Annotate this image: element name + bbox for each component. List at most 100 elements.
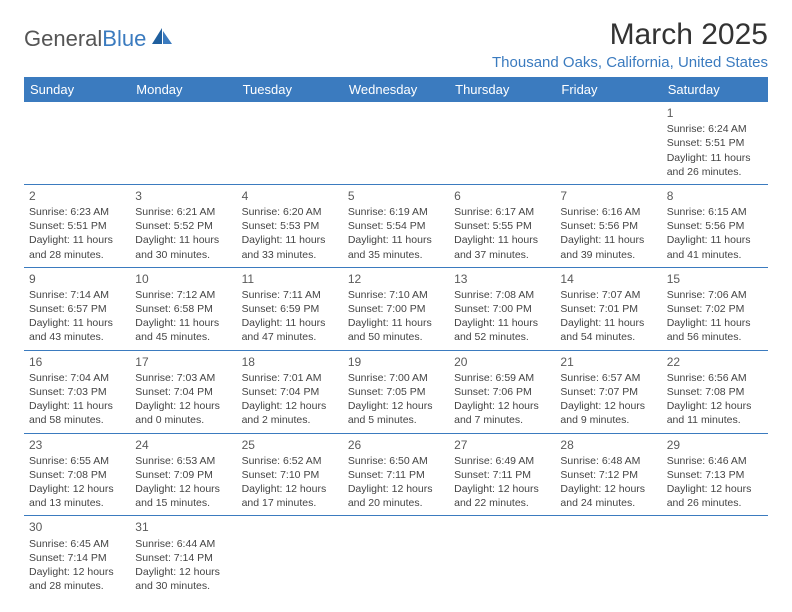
daylight-text: and 47 minutes. — [242, 330, 338, 344]
calendar-cell: 10Sunrise: 7:12 AMSunset: 6:58 PMDayligh… — [130, 267, 236, 350]
daylight-text: and 37 minutes. — [454, 248, 550, 262]
daylight-text: and 5 minutes. — [348, 413, 444, 427]
daylight-text: Daylight: 12 hours — [348, 399, 444, 413]
daylight-text: and 30 minutes. — [135, 579, 231, 593]
day-number: 5 — [348, 188, 444, 204]
day-number: 15 — [667, 271, 763, 287]
day-number: 13 — [454, 271, 550, 287]
sunset-text: Sunset: 6:57 PM — [29, 302, 125, 316]
sunrise-text: Sunrise: 6:19 AM — [348, 205, 444, 219]
sunset-text: Sunset: 5:56 PM — [667, 219, 763, 233]
daylight-text: and 2 minutes. — [242, 413, 338, 427]
daylight-text: Daylight: 11 hours — [667, 233, 763, 247]
calendar-row: 23Sunrise: 6:55 AMSunset: 7:08 PMDayligh… — [24, 433, 768, 516]
sunrise-text: Sunrise: 6:48 AM — [560, 454, 656, 468]
daylight-text: and 35 minutes. — [348, 248, 444, 262]
weekday-header: Wednesday — [343, 77, 449, 102]
sunrise-text: Sunrise: 7:10 AM — [348, 288, 444, 302]
calendar-cell — [237, 516, 343, 598]
daylight-text: and 20 minutes. — [348, 496, 444, 510]
daylight-text: and 0 minutes. — [135, 413, 231, 427]
day-number: 14 — [560, 271, 656, 287]
calendar-cell: 6Sunrise: 6:17 AMSunset: 5:55 PMDaylight… — [449, 184, 555, 267]
calendar-cell: 23Sunrise: 6:55 AMSunset: 7:08 PMDayligh… — [24, 433, 130, 516]
calendar-row: 9Sunrise: 7:14 AMSunset: 6:57 PMDaylight… — [24, 267, 768, 350]
sunset-text: Sunset: 7:00 PM — [454, 302, 550, 316]
sunset-text: Sunset: 7:04 PM — [242, 385, 338, 399]
daylight-text: and 22 minutes. — [454, 496, 550, 510]
calendar-cell: 15Sunrise: 7:06 AMSunset: 7:02 PMDayligh… — [662, 267, 768, 350]
logo-text-1: General — [24, 26, 102, 52]
sunrise-text: Sunrise: 6:53 AM — [135, 454, 231, 468]
sunset-text: Sunset: 5:52 PM — [135, 219, 231, 233]
sunrise-text: Sunrise: 7:14 AM — [29, 288, 125, 302]
daylight-text: and 28 minutes. — [29, 248, 125, 262]
calendar-cell — [130, 102, 236, 184]
calendar-cell: 7Sunrise: 6:16 AMSunset: 5:56 PMDaylight… — [555, 184, 661, 267]
sunrise-text: Sunrise: 6:17 AM — [454, 205, 550, 219]
calendar-cell: 11Sunrise: 7:11 AMSunset: 6:59 PMDayligh… — [237, 267, 343, 350]
sunset-text: Sunset: 7:14 PM — [29, 551, 125, 565]
sunrise-text: Sunrise: 6:23 AM — [29, 205, 125, 219]
day-number: 26 — [348, 437, 444, 453]
day-number: 1 — [667, 105, 763, 121]
day-number: 4 — [242, 188, 338, 204]
daylight-text: and 39 minutes. — [560, 248, 656, 262]
sunrise-text: Sunrise: 6:52 AM — [242, 454, 338, 468]
daylight-text: Daylight: 11 hours — [242, 316, 338, 330]
sunset-text: Sunset: 7:01 PM — [560, 302, 656, 316]
daylight-text: Daylight: 12 hours — [560, 482, 656, 496]
calendar-cell — [343, 102, 449, 184]
page-title: March 2025 — [492, 18, 768, 52]
day-number: 22 — [667, 354, 763, 370]
day-number: 12 — [348, 271, 444, 287]
weekday-header: Tuesday — [237, 77, 343, 102]
calendar-cell: 8Sunrise: 6:15 AMSunset: 5:56 PMDaylight… — [662, 184, 768, 267]
sunset-text: Sunset: 7:11 PM — [348, 468, 444, 482]
sunrise-text: Sunrise: 6:24 AM — [667, 122, 763, 136]
sunset-text: Sunset: 6:59 PM — [242, 302, 338, 316]
day-number: 25 — [242, 437, 338, 453]
calendar-table: Sunday Monday Tuesday Wednesday Thursday… — [24, 77, 768, 598]
calendar-cell — [555, 516, 661, 598]
weekday-header: Friday — [555, 77, 661, 102]
sunrise-text: Sunrise: 6:21 AM — [135, 205, 231, 219]
daylight-text: Daylight: 11 hours — [29, 399, 125, 413]
day-number: 10 — [135, 271, 231, 287]
daylight-text: and 58 minutes. — [29, 413, 125, 427]
day-number: 11 — [242, 271, 338, 287]
sunset-text: Sunset: 5:54 PM — [348, 219, 444, 233]
calendar-row: 16Sunrise: 7:04 AMSunset: 7:03 PMDayligh… — [24, 350, 768, 433]
calendar-cell: 31Sunrise: 6:44 AMSunset: 7:14 PMDayligh… — [130, 516, 236, 598]
daylight-text: and 26 minutes. — [667, 496, 763, 510]
sunset-text: Sunset: 7:12 PM — [560, 468, 656, 482]
daylight-text: Daylight: 12 hours — [242, 399, 338, 413]
daylight-text: Daylight: 11 hours — [135, 316, 231, 330]
daylight-text: and 43 minutes. — [29, 330, 125, 344]
daylight-text: and 54 minutes. — [560, 330, 656, 344]
calendar-cell: 22Sunrise: 6:56 AMSunset: 7:08 PMDayligh… — [662, 350, 768, 433]
calendar-cell — [449, 516, 555, 598]
daylight-text: Daylight: 12 hours — [454, 482, 550, 496]
day-number: 28 — [560, 437, 656, 453]
daylight-text: Daylight: 12 hours — [560, 399, 656, 413]
daylight-text: and 41 minutes. — [667, 248, 763, 262]
calendar-row: 2Sunrise: 6:23 AMSunset: 5:51 PMDaylight… — [24, 184, 768, 267]
calendar-cell: 18Sunrise: 7:01 AMSunset: 7:04 PMDayligh… — [237, 350, 343, 433]
daylight-text: Daylight: 12 hours — [135, 482, 231, 496]
calendar-cell: 13Sunrise: 7:08 AMSunset: 7:00 PMDayligh… — [449, 267, 555, 350]
calendar-cell: 25Sunrise: 6:52 AMSunset: 7:10 PMDayligh… — [237, 433, 343, 516]
sunrise-text: Sunrise: 6:20 AM — [242, 205, 338, 219]
sunrise-text: Sunrise: 7:00 AM — [348, 371, 444, 385]
sunrise-text: Sunrise: 7:08 AM — [454, 288, 550, 302]
daylight-text: and 56 minutes. — [667, 330, 763, 344]
calendar-cell: 9Sunrise: 7:14 AMSunset: 6:57 PMDaylight… — [24, 267, 130, 350]
logo-text-2: Blue — [102, 26, 146, 52]
sunset-text: Sunset: 7:00 PM — [348, 302, 444, 316]
daylight-text: and 52 minutes. — [454, 330, 550, 344]
sunset-text: Sunset: 7:03 PM — [29, 385, 125, 399]
calendar-cell: 24Sunrise: 6:53 AMSunset: 7:09 PMDayligh… — [130, 433, 236, 516]
daylight-text: Daylight: 12 hours — [29, 565, 125, 579]
daylight-text: Daylight: 11 hours — [135, 233, 231, 247]
daylight-text: Daylight: 12 hours — [242, 482, 338, 496]
